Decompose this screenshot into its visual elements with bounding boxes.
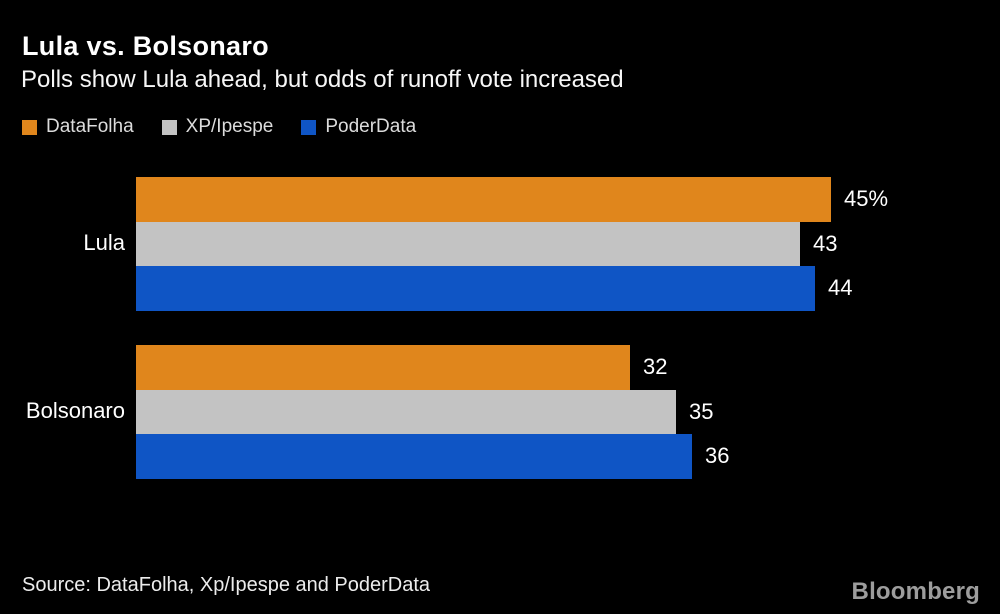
value-label: 45% [844,186,889,212]
legend-swatch-orange [22,119,37,135]
bar-row: 44 [136,266,1000,311]
category-label-lula: Lula [83,230,125,255]
bar-poderdata-lula [136,266,815,311]
source-attribution: Source: DataFolha, Xp/Ipespe and PoderDa… [22,574,431,596]
legend-swatch-blue [301,119,317,135]
chart-subtitle: Polls show Lula ahead, but odds of runof… [21,66,624,93]
value-label: 43 [813,230,838,256]
bar-group-bolsonaro: 32 35 36 [136,345,1000,479]
value-label: 35 [689,398,714,424]
bar-datafolha-lula [136,177,831,222]
bar-xp-ipespe-lula [136,221,800,266]
value-label: 44 [828,275,853,301]
legend-item-poderdata: PoderData [301,116,416,138]
value-label: 36 [705,443,730,469]
legend-label: PoderData [325,116,417,137]
category-label-bolsonaro: Bolsonaro [25,398,125,423]
bar-row: 32 [136,345,1000,390]
legend-swatch-gray [161,119,177,135]
bar-row: 43 [136,221,1000,266]
bar-row: 36 [136,434,1000,479]
legend-item-datafolha: DataFolha [22,116,134,138]
bar-row: 35 [136,389,1000,434]
legend-item-xp-ipespe: XP/Ipespe [161,116,274,138]
bar-xp-ipespe-bolsonaro [136,389,676,434]
bloomberg-logo: Bloomberg [851,578,980,605]
bar-datafolha-bolsonaro [136,345,630,390]
bar-poderdata-bolsonaro [136,434,692,479]
chart-title: Lula vs. Bolsonaro [22,31,269,61]
legend: DataFolha XP/Ipespe PoderData [22,116,416,138]
bar-group-lula: 45% 43 44 [136,177,1000,311]
legend-label: DataFolha [46,116,134,137]
legend-label: XP/Ipespe [185,116,274,137]
bar-row: 45% [136,177,1000,222]
value-label: 32 [643,354,668,380]
